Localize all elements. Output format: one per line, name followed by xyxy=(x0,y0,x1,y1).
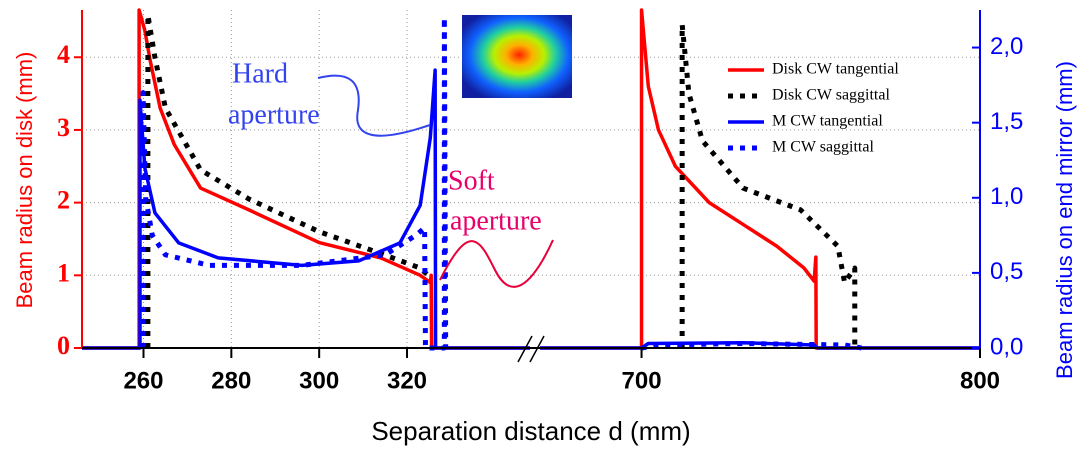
y2-axis-title: Beam radius on end mirror (mm) xyxy=(1052,61,1077,379)
annotation: Hard xyxy=(232,58,288,89)
legend-label: Disk CW tangential xyxy=(772,61,899,78)
y-tick-label: 1 xyxy=(57,258,70,287)
y2-tick-label: 2,0 xyxy=(990,33,1023,60)
legend-label: M CW tangential xyxy=(772,113,883,130)
series-line xyxy=(140,15,862,351)
soft-aperture-pointer xyxy=(439,239,554,288)
y-tick-label: 0 xyxy=(57,331,70,360)
y-tick-label: 2 xyxy=(57,186,70,215)
series-line xyxy=(82,8,980,350)
annotation: Soft xyxy=(448,165,495,196)
annotation: aperture xyxy=(228,99,320,130)
x-tick-label: 700 xyxy=(622,367,662,394)
hard-aperture-pointer xyxy=(317,74,431,137)
legend-label: Disk CW saggittal xyxy=(772,87,890,104)
legend-label: M CW saggittal xyxy=(772,139,874,156)
legend: Disk CW tangential Disk CW saggittal M CW … xyxy=(728,61,899,156)
x-tick-label: 280 xyxy=(211,367,251,394)
x-tick-label: 300 xyxy=(299,367,339,394)
y-tick-label: 3 xyxy=(57,113,70,142)
y-tick-label: 4 xyxy=(57,40,70,69)
x-tick-label: 260 xyxy=(123,367,163,394)
y2-tick-label: 0,0 xyxy=(990,333,1023,360)
annotation: aperture xyxy=(450,205,542,236)
x-tick-label: 320 xyxy=(387,367,427,394)
y2-tick-label: 0,5 xyxy=(990,258,1023,285)
axis-break xyxy=(517,335,533,363)
y-axis-title: Beam radius on disk (mm) xyxy=(12,52,37,309)
series-line xyxy=(145,12,858,348)
y2-tick-label: 1,5 xyxy=(990,108,1023,135)
beam-profile-inset xyxy=(462,15,572,98)
axis-break xyxy=(529,335,545,363)
y2-tick-label: 1,0 xyxy=(990,183,1023,210)
x-axis-title: Separation distance d (mm) xyxy=(371,416,690,446)
x-tick-label: 800 xyxy=(960,367,1000,394)
